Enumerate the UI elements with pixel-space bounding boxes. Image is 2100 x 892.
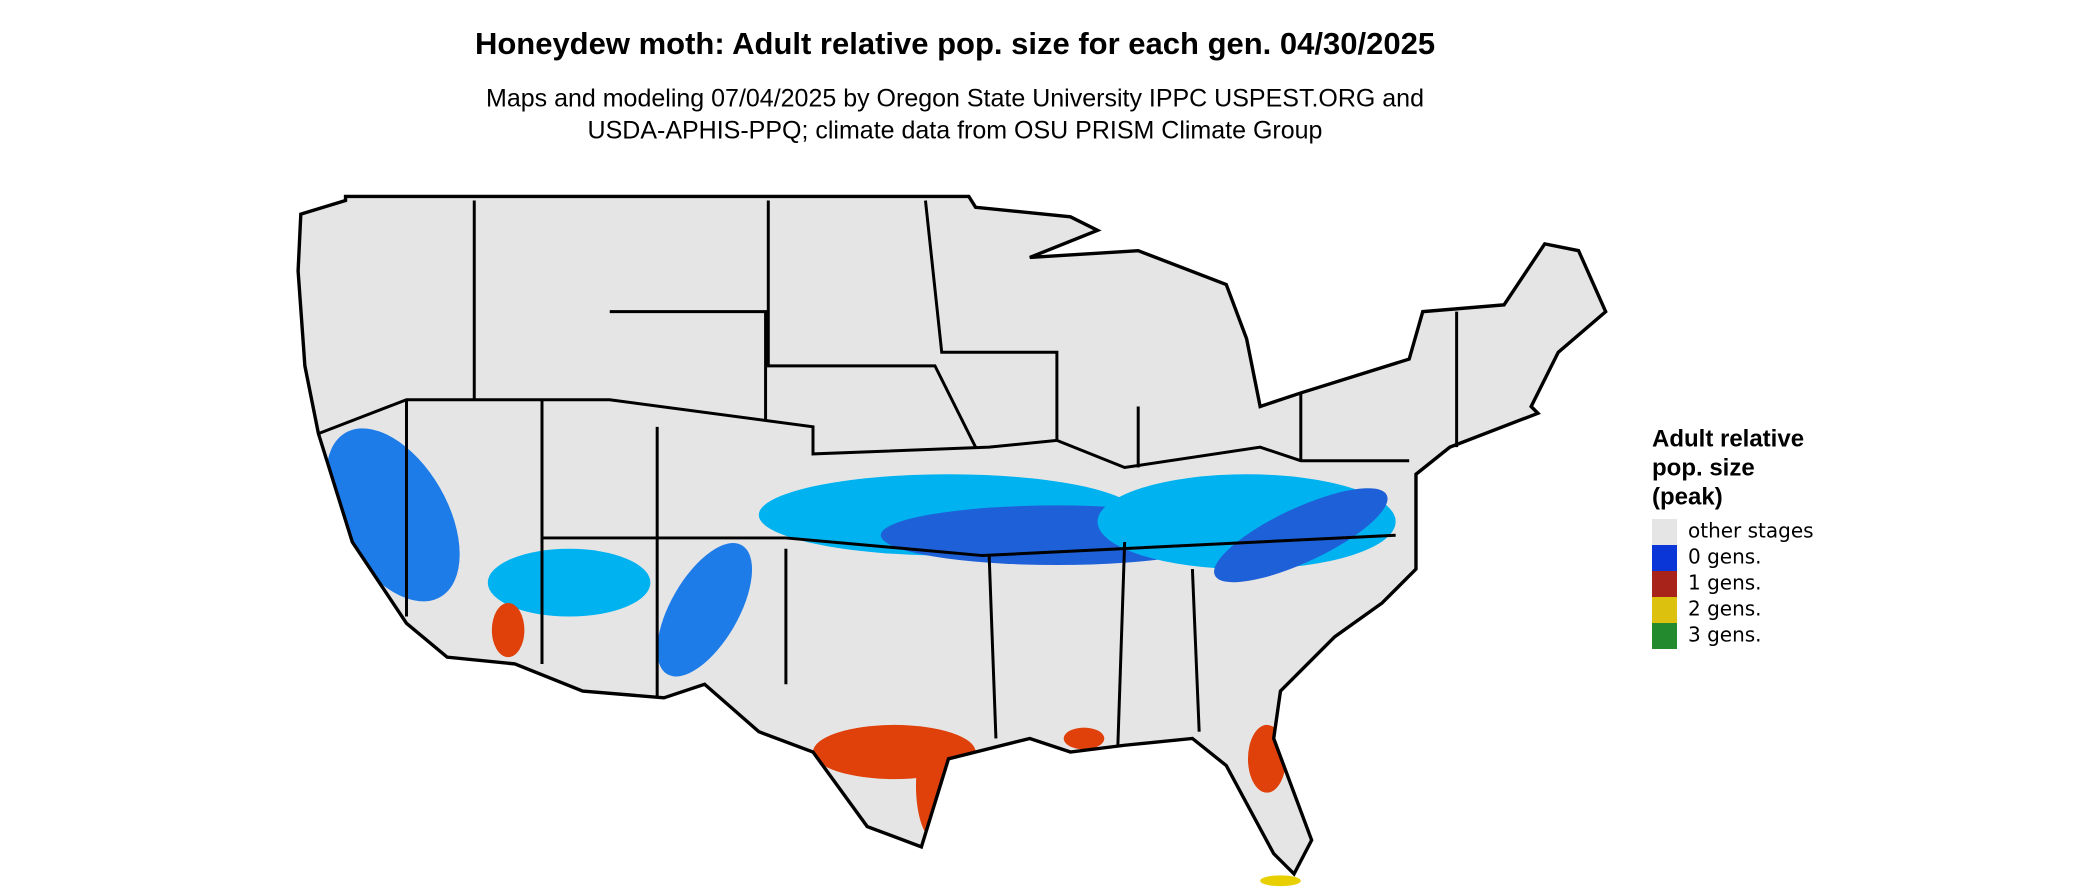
- legend-label: 2 gens.: [1688, 597, 1762, 621]
- area-two-gens: [1260, 875, 1301, 887]
- border: [987, 555, 998, 739]
- legend-swatch: [1652, 545, 1677, 571]
- area-zero-gens: [657, 543, 753, 677]
- border: [1116, 541, 1127, 746]
- border: [923, 200, 1059, 441]
- legend-label: 0 gens.: [1688, 545, 1762, 569]
- legend-title: pop. size: [1652, 454, 1755, 481]
- border: [1190, 569, 1201, 732]
- area-one-gen: [813, 724, 976, 780]
- legend-swatch: [1652, 597, 1677, 623]
- area-zero-gens: [1214, 488, 1388, 583]
- legend-label: 3 gens.: [1688, 623, 1762, 647]
- area-one-gen: [1063, 727, 1105, 750]
- legend-title: (peak): [1652, 483, 1723, 510]
- subtitle-line: Maps and modeling 07/04/2025 by Oregon S…: [486, 85, 1424, 113]
- border: [542, 533, 1396, 558]
- map-title: Honeydew moth: Adult relative pop. size …: [475, 26, 1435, 61]
- area-zero-gens: [487, 548, 651, 617]
- legend-label: other stages: [1688, 519, 1814, 543]
- legend-swatch: [1652, 623, 1677, 649]
- state-borders: [317, 200, 1459, 746]
- map: [296, 194, 1608, 887]
- legend-swatch: [1652, 571, 1677, 597]
- area-one-gen: [915, 731, 954, 841]
- subtitle-line: USDA-APHIS-PPQ; climate data from OSU PR…: [588, 117, 1323, 145]
- legend-title: Adult relative: [1652, 425, 1804, 452]
- legend-swatch: [1652, 519, 1677, 545]
- legend-label: 1 gens.: [1688, 571, 1762, 595]
- area-one-gen: [491, 602, 525, 658]
- border: [609, 310, 768, 421]
- border: [766, 200, 977, 448]
